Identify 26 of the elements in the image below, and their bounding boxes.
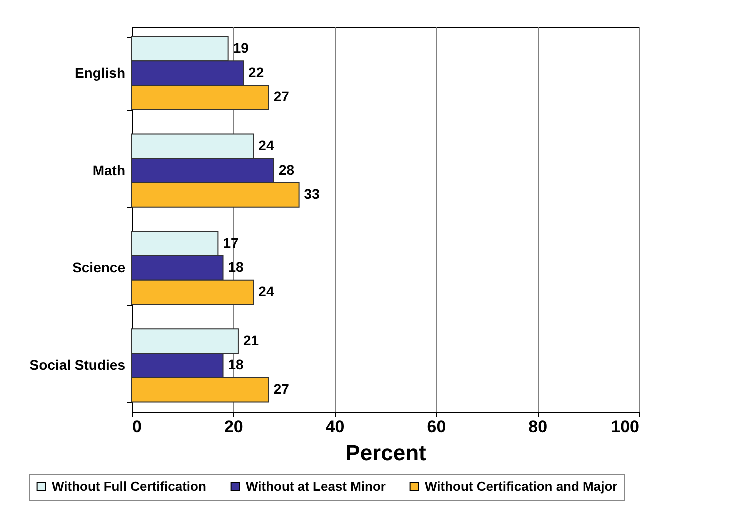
x-tick-label: 80 [528, 418, 548, 436]
x-axis-title: Percent [346, 440, 428, 466]
legend-label: Without Certification and Major [425, 478, 618, 494]
data-label: 21 [243, 332, 260, 348]
y-tick-label: Social Studies [30, 357, 126, 374]
x-tick-label: 100 [611, 418, 640, 436]
x-tick-label: 20 [224, 418, 244, 436]
y-tick-label: Math [92, 162, 126, 178]
data-label: 28 [278, 162, 295, 178]
y-tick-label: Science [72, 260, 126, 276]
x-tick-label: 60 [427, 418, 446, 436]
data-label: 27 [274, 88, 290, 105]
data-label: 19 [233, 40, 250, 56]
data-label: 18 [228, 356, 244, 373]
data-label: 18 [228, 259, 244, 276]
legend-label: Without Full Certification [52, 478, 206, 494]
data-label: 17 [223, 234, 239, 251]
x-tick-label: 40 [326, 418, 345, 436]
y-tick-label: English [74, 64, 126, 81]
data-label: 22 [248, 64, 264, 80]
legend-label: Without at Least Minor [246, 478, 386, 494]
data-label: 27 [274, 381, 290, 398]
data-label: 33 [304, 186, 320, 202]
x-tick-label: 0 [132, 418, 142, 436]
data-label: 24 [258, 284, 274, 300]
data-label: 24 [258, 137, 274, 154]
